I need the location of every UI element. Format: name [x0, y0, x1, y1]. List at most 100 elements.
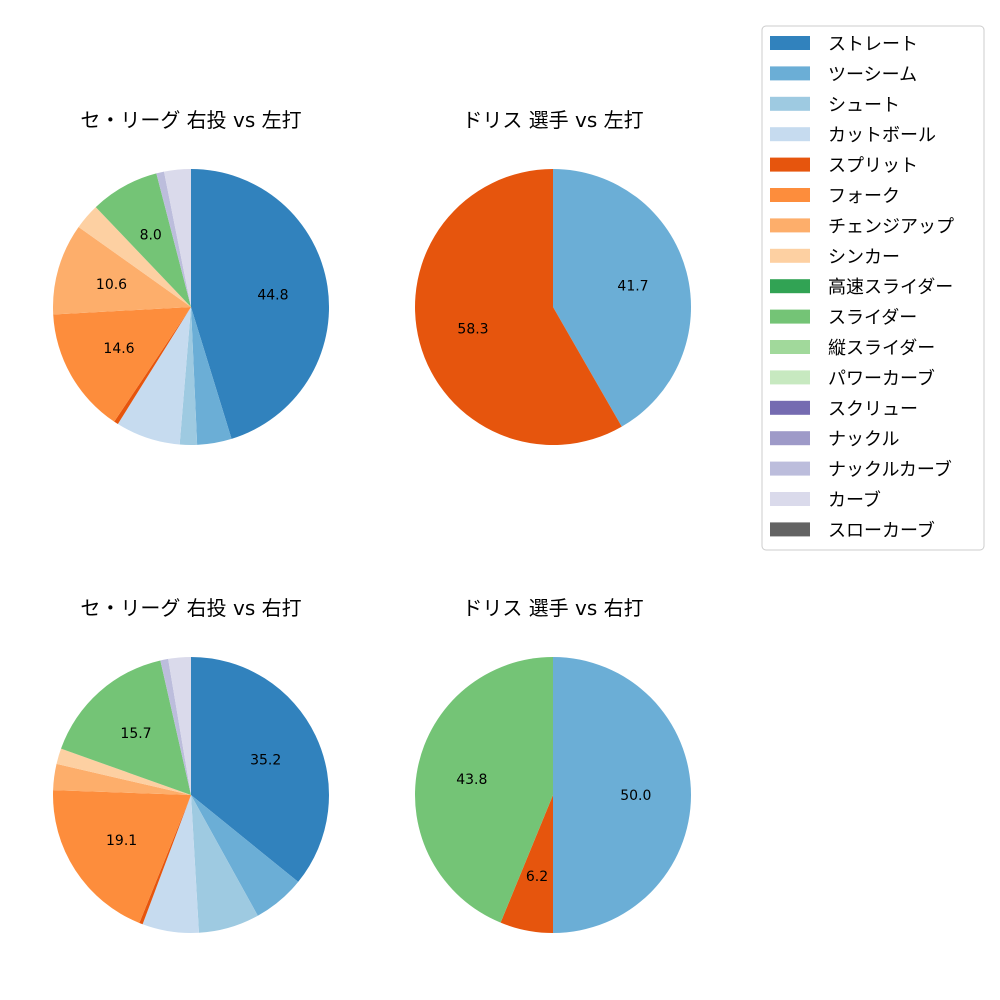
legend-label: ナックルカーブ — [828, 459, 952, 481]
pie-slice — [95, 173, 191, 307]
legend-entry: パワーカーブ — [770, 367, 935, 389]
pie-slice — [191, 657, 330, 882]
pie-slice — [164, 169, 191, 307]
legend-swatch — [770, 492, 810, 506]
legend-label: スクリュー — [828, 399, 918, 420]
legend-label: シュート — [828, 95, 900, 116]
pies: セ・リーグ 右投 vs 左打 44.8 14.6 10.6 8.0 ドリス 選手 vs 左… — [52, 108, 692, 933]
pie-slice — [78, 207, 191, 307]
slice-label: 35.2 — [250, 752, 281, 768]
pie-slice — [191, 307, 232, 445]
slice-label: 19.1 — [106, 833, 137, 849]
slice-label: 41.7 — [617, 279, 648, 295]
legend-label: カーブ — [828, 489, 881, 511]
pie-slice — [168, 657, 191, 795]
slice-label: 58.3 — [457, 321, 488, 337]
legend-entry: カーブ — [770, 489, 881, 511]
chart-title: セ・リーグ 右投 vs 右打 — [80, 596, 301, 620]
legend-entry: スクリュー — [770, 399, 918, 420]
legend: ストレートツーシームシュートカットボールスプリットフォークチェンジアップシンカー… — [761, 25, 985, 551]
pie-slice — [179, 307, 198, 445]
pie-slice — [415, 657, 553, 923]
pie-slice — [191, 795, 258, 933]
legend-swatch — [770, 248, 810, 263]
legend-label: ストレート — [828, 34, 918, 55]
slice-label: 50.0 — [620, 788, 651, 804]
pie-chart-1: セ・リーグ 右投 vs 左打 44.8 14.6 10.6 8.0 — [52, 108, 330, 445]
pie-slice — [53, 763, 192, 795]
legend-label: スローカーブ — [828, 519, 935, 541]
legend-entry: ツーシーム — [770, 64, 917, 85]
pie-slice — [52, 226, 191, 315]
legend-label: ツーシーム — [828, 64, 917, 85]
legend-swatch — [770, 36, 810, 50]
legend-swatch — [770, 461, 810, 476]
slice-label: 15.7 — [120, 726, 151, 742]
legend-entry: スライダー — [770, 308, 917, 329]
legend-frame — [761, 25, 985, 551]
legend-entry: フォーク — [770, 186, 900, 207]
legend-label: 高速スライダー — [828, 277, 953, 298]
legend-swatch — [770, 127, 810, 142]
legend-entry: カットボール — [770, 125, 936, 146]
legend-entry: スローカーブ — [770, 519, 935, 541]
legend-swatch — [770, 431, 810, 446]
legend-swatch — [770, 522, 810, 537]
legend-swatch — [770, 370, 810, 385]
legend-label: フォーク — [828, 186, 900, 207]
chart-title: ドリス 選手 vs 右打 — [462, 596, 643, 620]
legend-label: シンカー — [828, 247, 900, 268]
legend-label: 縦スライダー — [828, 338, 935, 359]
pie-slice — [191, 168, 330, 439]
legend-swatch — [770, 96, 810, 111]
legend-entry: 高速スライダー — [770, 277, 953, 298]
legend-swatch — [770, 66, 810, 81]
legend-entry: スプリット — [770, 156, 918, 177]
pie-slice — [156, 171, 191, 307]
pie-slice — [53, 307, 192, 422]
legend-swatch — [770, 400, 810, 415]
slice-label: 10.6 — [96, 277, 127, 293]
pie-slice — [142, 795, 199, 933]
pie-slice — [500, 795, 553, 933]
legend-swatch — [770, 309, 810, 324]
legend-swatch — [770, 157, 810, 172]
legend-swatch — [770, 188, 810, 202]
legend-label: パワーカーブ — [828, 367, 935, 389]
pie-slice — [160, 658, 191, 795]
legend-swatch — [770, 279, 810, 294]
pie-chart-4: ドリス 選手 vs 右打 50.0 6.2 43.8 — [415, 596, 691, 933]
pie-slice — [553, 169, 692, 427]
slice-label: 14.6 — [103, 341, 134, 357]
legend-label: スプリット — [828, 156, 918, 177]
slice-label: 6.2 — [526, 869, 548, 885]
pie-slice — [139, 795, 191, 925]
slice-label: 44.8 — [257, 288, 288, 304]
slice-label: 43.8 — [456, 772, 487, 788]
legend-label: カットボール — [828, 125, 936, 146]
legend-label: スライダー — [828, 308, 917, 329]
pie-slice — [53, 790, 192, 923]
legend-label: チェンジアップ — [828, 216, 954, 237]
pie-slice — [61, 660, 192, 795]
pie-slice — [114, 307, 191, 425]
pie-slice — [117, 307, 191, 445]
legend-entry: シュート — [770, 95, 900, 116]
legend-swatch — [770, 340, 810, 354]
chart-title: ドリス 選手 vs 左打 — [462, 108, 643, 132]
chart-title: セ・リーグ 右投 vs 左打 — [80, 108, 301, 132]
legend-entry: シンカー — [770, 247, 900, 268]
pie-slice — [415, 169, 622, 445]
legend-label: ナックル — [828, 429, 899, 450]
legend-entry: チェンジアップ — [770, 216, 954, 237]
legend-entry: 縦スライダー — [770, 338, 935, 359]
pie-slice — [553, 657, 691, 933]
legend-entry: ナックルカーブ — [770, 459, 952, 481]
legend-entry: ナックル — [770, 429, 899, 450]
pie-slice — [56, 748, 191, 795]
pie-slice — [191, 795, 299, 916]
legend-entries: ストレートツーシームシュートカットボールスプリットフォークチェンジアップシンカー… — [770, 34, 954, 541]
slice-label: 8.0 — [140, 228, 162, 244]
legend-entry: ストレート — [770, 34, 918, 55]
